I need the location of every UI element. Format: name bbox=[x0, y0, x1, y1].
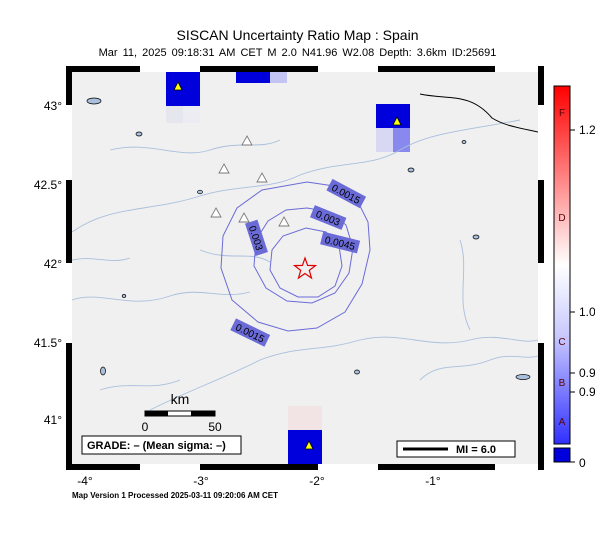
x-tick-label: -1° bbox=[425, 474, 441, 488]
y-tick-label: 42.5° bbox=[34, 178, 62, 192]
y-axis-labels: 43° 42.5° 42° 41.5° 41° bbox=[34, 99, 62, 427]
cell-high bbox=[166, 72, 200, 106]
grade-letter: F bbox=[559, 108, 565, 119]
grade-letter: D bbox=[558, 213, 565, 224]
x-axis-labels: -4° -3° -2° -1° bbox=[77, 474, 441, 488]
y-tick-label: 41.5° bbox=[34, 336, 62, 350]
station-markers bbox=[210, 135, 290, 227]
x-tick-label: -3° bbox=[193, 474, 209, 488]
map-background bbox=[72, 72, 538, 464]
colorbar-value: 0.9 bbox=[579, 366, 595, 380]
lakes bbox=[86, 97, 531, 380]
country-border bbox=[419, 93, 538, 133]
processing-footer: Map Version 1 Processed 2025-03-11 09:20… bbox=[72, 491, 279, 500]
scale-bar: km 0 50 bbox=[142, 391, 222, 434]
grade-letter: B bbox=[559, 378, 566, 389]
colorbar: F D C B A 1.2 1.0 0.9 0.9 0 bbox=[553, 85, 595, 470]
mi-legend: MI = 6.0 bbox=[396, 440, 516, 458]
colorbar-value: 1.2 bbox=[579, 123, 595, 137]
scale-bar-end: 50 bbox=[208, 420, 222, 434]
epicenter-star bbox=[292, 256, 318, 280]
colorbar-value: 1.0 bbox=[579, 305, 595, 319]
grade-letter: C bbox=[558, 337, 565, 348]
colorbar-value: 0.9 bbox=[579, 385, 595, 399]
rivers bbox=[72, 119, 538, 411]
cell-high bbox=[236, 72, 270, 83]
x-tick-label: -4° bbox=[77, 474, 93, 488]
station-markers-highlighted bbox=[173, 81, 402, 450]
grade-text: GRADE: – (Mean sigma: –) bbox=[87, 440, 226, 452]
y-tick-label: 41° bbox=[44, 413, 62, 427]
grade-letter: A bbox=[559, 417, 566, 428]
map-title: SISCAN Uncertainty Ratio Map : Spain bbox=[176, 27, 419, 43]
x-tick-label: -2° bbox=[309, 474, 325, 488]
mi-legend-text: MI = 6.0 bbox=[456, 444, 496, 456]
frame-ticks bbox=[66, 66, 544, 470]
uncertainty-cells bbox=[166, 72, 410, 464]
map-subtitle: Mar 11, 2025 09:18:31 AM CET M 2.0 N41.9… bbox=[98, 47, 497, 59]
colorbar-value: 0 bbox=[579, 456, 586, 470]
scale-bar-start: 0 bbox=[142, 420, 149, 434]
colorbar-nodata-swatch bbox=[553, 447, 571, 463]
y-tick-label: 42° bbox=[44, 257, 62, 271]
cell-high bbox=[376, 104, 410, 128]
scale-bar-unit: km bbox=[171, 391, 190, 407]
grade-box: GRADE: – (Mean sigma: –) bbox=[81, 435, 242, 455]
cell-high bbox=[288, 430, 322, 464]
y-tick-label: 43° bbox=[44, 99, 62, 113]
colorbar-grade-letters: F D C B A bbox=[558, 108, 565, 428]
